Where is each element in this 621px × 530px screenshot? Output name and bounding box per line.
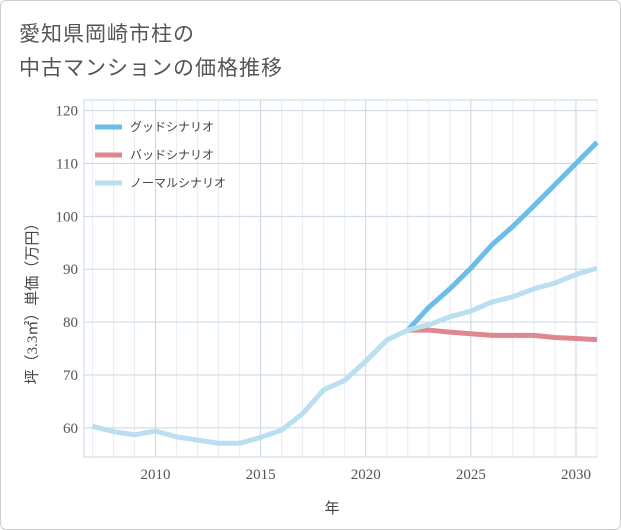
y-tick-label: 110 — [56, 156, 78, 172]
y-tick-label: 120 — [56, 104, 79, 120]
legend-label: ノーマルシナリオ — [130, 176, 226, 190]
series-line-1 — [405, 140, 599, 332]
title-line-1: 愛知県岡崎市柱の — [19, 22, 195, 46]
y-axis-label: 坪（3.3㎡）単価（万円） — [24, 216, 41, 385]
y-tick-label: 80 — [63, 315, 78, 331]
series-layer — [91, 140, 599, 446]
legend-label: グッドシナリオ — [130, 120, 214, 134]
x-tick-label: 2030 — [561, 467, 591, 483]
x-tick-label: 2015 — [246, 467, 276, 483]
chart-title: 愛知県岡崎市柱の 中古マンションの価格推移 — [19, 17, 579, 85]
x-tick-label: 2010 — [140, 467, 170, 483]
series-line-2 — [407, 327, 598, 343]
y-tick-label: 100 — [56, 209, 79, 225]
series-line-3 — [91, 265, 598, 446]
x-axis-label: 年 — [324, 500, 339, 517]
x-tick-label: 2025 — [456, 467, 486, 483]
title-line-2: 中古マンションの価格推移 — [19, 56, 283, 80]
x-tick-label: 2020 — [351, 467, 381, 483]
legend-label: バッドシナリオ — [130, 148, 214, 162]
tick-labels: 2010 2015 2020 2025 2030 60 70 80 90 100 110 120 — [56, 104, 591, 483]
y-tick-label: 70 — [63, 368, 78, 384]
y-tick-label: 60 — [63, 421, 78, 437]
grid — [83, 99, 598, 458]
y-tick-label: 90 — [63, 262, 78, 278]
